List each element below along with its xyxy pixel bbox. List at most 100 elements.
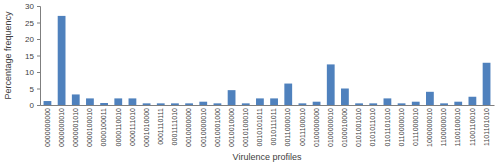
y-tick: 0	[30, 101, 40, 110]
bar	[327, 64, 335, 105]
x-tick: 0100010000	[341, 105, 348, 147]
x-tick: 0001010000	[143, 105, 150, 147]
x-tick-label: 0010010000	[228, 108, 235, 147]
x-tick-label: 1101101010	[483, 108, 490, 146]
x-tick: 0010101011	[256, 105, 263, 146]
bar	[440, 103, 448, 105]
y-tick: 5	[30, 85, 40, 94]
y-tick: 30	[25, 2, 40, 11]
bar	[185, 103, 193, 105]
y-tick: 25	[25, 19, 40, 28]
x-tick: 0010111011	[270, 105, 277, 145]
x-tick: 1100110010	[469, 105, 476, 146]
bar	[72, 94, 80, 105]
x-tick: 0100000000	[313, 105, 320, 147]
y-tick: 15	[25, 52, 40, 61]
x-tick: 0001110111	[157, 105, 164, 145]
x-tick: 0111000010	[412, 105, 419, 146]
x-tick: 0011100010	[299, 105, 306, 146]
y-tick-mark	[37, 6, 40, 7]
bar	[355, 103, 363, 105]
y-tick: 20	[25, 35, 40, 44]
chart: 0 5 10 15 20 25 30 0000000000 0000000010 00000010…	[0, 0, 500, 163]
x-tick: 0000000010	[58, 105, 65, 147]
x-tick-label: 0101101010	[384, 108, 391, 147]
x-tick-label: 0100000010	[327, 108, 334, 147]
bar	[129, 98, 137, 105]
x-tick: 0000111010	[129, 105, 136, 146]
y-axis-line	[37, 7, 41, 106]
x-tick: 0010000000	[185, 105, 192, 147]
x-tick: 0000100010	[86, 105, 93, 147]
x-tick: 1100100010	[454, 105, 461, 146]
y-tick-label: 25	[25, 19, 34, 28]
x-tick-label: 0001111010	[171, 108, 178, 145]
y-axis-title: Percentage frequency	[3, 11, 13, 100]
bar	[242, 103, 250, 105]
bar	[228, 90, 236, 105]
bar	[270, 98, 278, 105]
x-tick: 0110000010	[398, 105, 405, 146]
x-tick: 0010000010	[199, 105, 206, 147]
x-tick-label: 1100110010	[469, 108, 476, 146]
bar	[256, 98, 264, 105]
x-tick: 0010001000	[214, 105, 221, 147]
bar	[454, 102, 462, 105]
x-tick: 0000110010	[115, 105, 122, 146]
x-tick-label: 0000100010	[86, 108, 93, 147]
x-tick: 0100000010	[327, 105, 334, 147]
x-tick: 0001111010	[171, 105, 178, 145]
x-tick-label: 1100100010	[454, 108, 461, 147]
y-tick-label: 20	[25, 35, 34, 44]
x-tick-label: 0010000010	[199, 108, 206, 147]
x-tick-label: 0011100010	[299, 108, 306, 146]
y-tick-mark	[37, 23, 40, 24]
x-tick-label: 0011000010	[284, 108, 291, 147]
x-tick-label: 0101011010	[369, 108, 376, 147]
y-tick-mark	[37, 105, 40, 106]
x-tick-label: 0101001010	[355, 108, 362, 147]
x-tick: 0011000010	[284, 105, 291, 146]
x-tick-label: 0000111010	[129, 108, 136, 146]
bar	[143, 103, 151, 105]
bar	[114, 98, 122, 105]
y-tick-label: 5	[30, 85, 35, 94]
x-tick-label: 1100000010	[440, 108, 447, 147]
bar	[412, 102, 420, 105]
y-tick-mark	[37, 72, 40, 73]
bar	[384, 98, 392, 105]
x-tick-label: 0100010000	[341, 108, 348, 147]
x-tick-label: 0000001010	[72, 108, 79, 147]
x-tick-label: 0111000010	[412, 108, 419, 146]
bar	[426, 92, 434, 105]
bar	[313, 102, 321, 105]
x-tick: 1000000010	[426, 105, 433, 147]
x-tick: 0101001010	[355, 105, 362, 147]
x-tick-label: 0001010000	[143, 108, 150, 147]
x-tick: 0000100011	[100, 105, 107, 146]
y-axis: 0 5 10 15 20 25 30	[25, 2, 40, 110]
x-tick-label: 0010001000	[214, 108, 221, 147]
y-tick-label: 30	[25, 2, 34, 11]
x-tick-label: 0000000010	[58, 108, 65, 147]
y-tick-mark	[37, 56, 40, 57]
x-tick-label: 0110000010	[398, 108, 405, 147]
x-tick: 1100000010	[440, 105, 447, 146]
x-tick: 0010100010	[242, 105, 249, 147]
bar	[199, 102, 207, 105]
bar	[100, 103, 108, 105]
x-tick-label: 1000000010	[426, 108, 433, 147]
bars	[44, 16, 491, 105]
x-tick: 0101011010	[369, 105, 376, 146]
y-tick-label: 10	[25, 68, 34, 77]
x-tick: 0000000000	[44, 105, 51, 147]
x-tick-label: 0010000000	[185, 108, 192, 147]
bar	[214, 103, 222, 105]
x-axis-line	[41, 105, 495, 106]
x-tick-label: 0000110010	[115, 108, 122, 147]
x-axis: 0000000000 0000000010 0000001010 0000100010…	[41, 105, 495, 147]
bar	[398, 103, 406, 105]
bar	[483, 63, 491, 105]
x-tick-label: 0100000000	[313, 108, 320, 147]
bar	[341, 89, 349, 106]
